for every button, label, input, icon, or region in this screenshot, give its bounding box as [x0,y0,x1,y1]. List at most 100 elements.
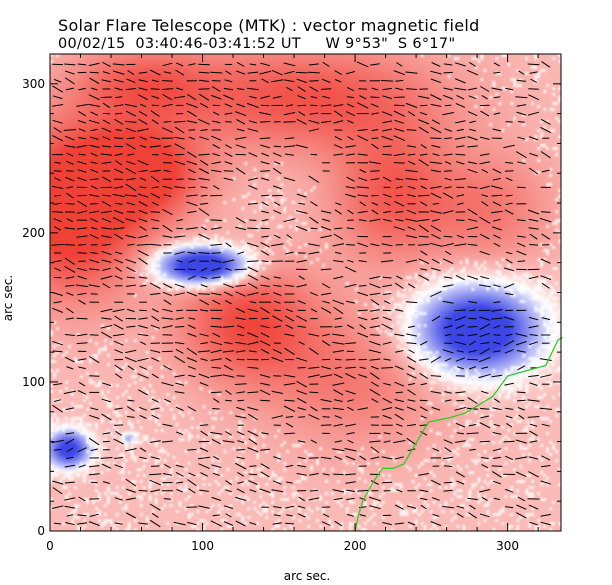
field-vector [369,505,381,510]
field-vector [54,194,61,197]
field-vector [419,489,429,493]
field-vector [126,202,136,206]
field-vector [432,447,440,452]
field-vector [186,291,197,297]
field-vector [114,364,123,371]
field-vector [479,185,491,190]
field-vector [125,120,137,123]
field-vector [198,118,210,125]
field-vector [249,95,257,99]
field-vector [76,210,88,214]
field-vector [297,86,306,93]
field-vector [515,341,527,346]
field-vector [102,194,111,197]
field-vector [529,382,538,386]
field-vector [505,506,514,509]
field-vector [77,292,87,296]
field-vector [150,465,160,467]
field-vector [515,333,528,337]
field-vector [467,326,478,328]
field-vector [371,209,379,215]
field-vector [89,259,100,264]
field-vector [114,315,123,322]
field-vector [124,194,137,197]
field-vector [320,210,332,214]
field-vector [493,218,501,222]
field-vector [260,144,270,149]
field-vector [296,78,307,84]
field-vector [150,110,160,117]
field-vector [357,210,368,214]
field-vector [528,136,539,141]
field-vector [76,317,88,320]
field-vector [101,259,112,263]
field-vector [297,300,306,305]
field-vector [163,145,172,148]
field-vector [223,364,234,371]
field-vector [335,202,342,206]
field-vector [394,381,405,387]
field-vector [443,235,453,238]
field-vector [162,224,173,233]
field-vector [492,201,502,207]
field-vector [247,332,259,338]
field-vector [150,324,160,329]
field-vector [527,399,540,402]
field-vector [455,153,466,156]
field-vector [431,233,441,240]
field-vector [394,282,404,289]
field-vector [127,243,135,246]
field-vector [334,520,343,527]
field-vector [345,366,356,369]
field-vector [199,333,209,337]
field-vector [357,489,369,492]
field-vector [162,473,172,476]
field-vector [283,145,296,148]
field-vector [332,299,345,305]
field-vector [138,169,148,173]
field-vector [419,340,428,346]
field-vector [127,399,135,402]
field-vector [539,217,552,223]
field-vector [454,243,467,247]
field-vector [213,455,220,460]
field-vector [406,209,417,215]
field-vector [247,128,259,132]
field-vector [505,121,513,123]
field-vector [359,514,366,517]
field-vector [235,462,247,470]
field-vector [394,119,405,124]
field-vector [248,438,258,445]
field-vector [64,497,76,501]
field-vector [174,186,186,189]
field-vector [101,235,112,239]
field-vector [65,284,75,287]
field-vector [405,259,418,263]
field-vector [247,71,259,74]
field-vector [273,145,281,148]
field-vector [333,373,343,379]
field-vector [418,473,430,476]
field-vector [382,397,392,404]
field-vector [188,472,196,477]
field-vector [125,349,137,354]
field-vector [455,440,466,443]
field-vector [540,151,551,159]
field-vector [310,96,318,99]
field-vector [90,203,99,205]
field-vector [283,218,296,223]
field-vector [443,87,454,91]
field-vector [186,194,198,197]
field-vector [259,121,271,123]
field-vector [432,513,440,517]
field-vector [100,331,112,339]
field-vector [444,317,452,320]
field-vector [236,119,246,125]
field-vector [126,325,136,328]
field-vector [455,422,466,428]
field-vector [174,136,185,140]
field-vector [112,70,125,75]
field-vector [53,399,62,402]
field-vector [261,219,269,222]
field-vector [407,153,416,156]
